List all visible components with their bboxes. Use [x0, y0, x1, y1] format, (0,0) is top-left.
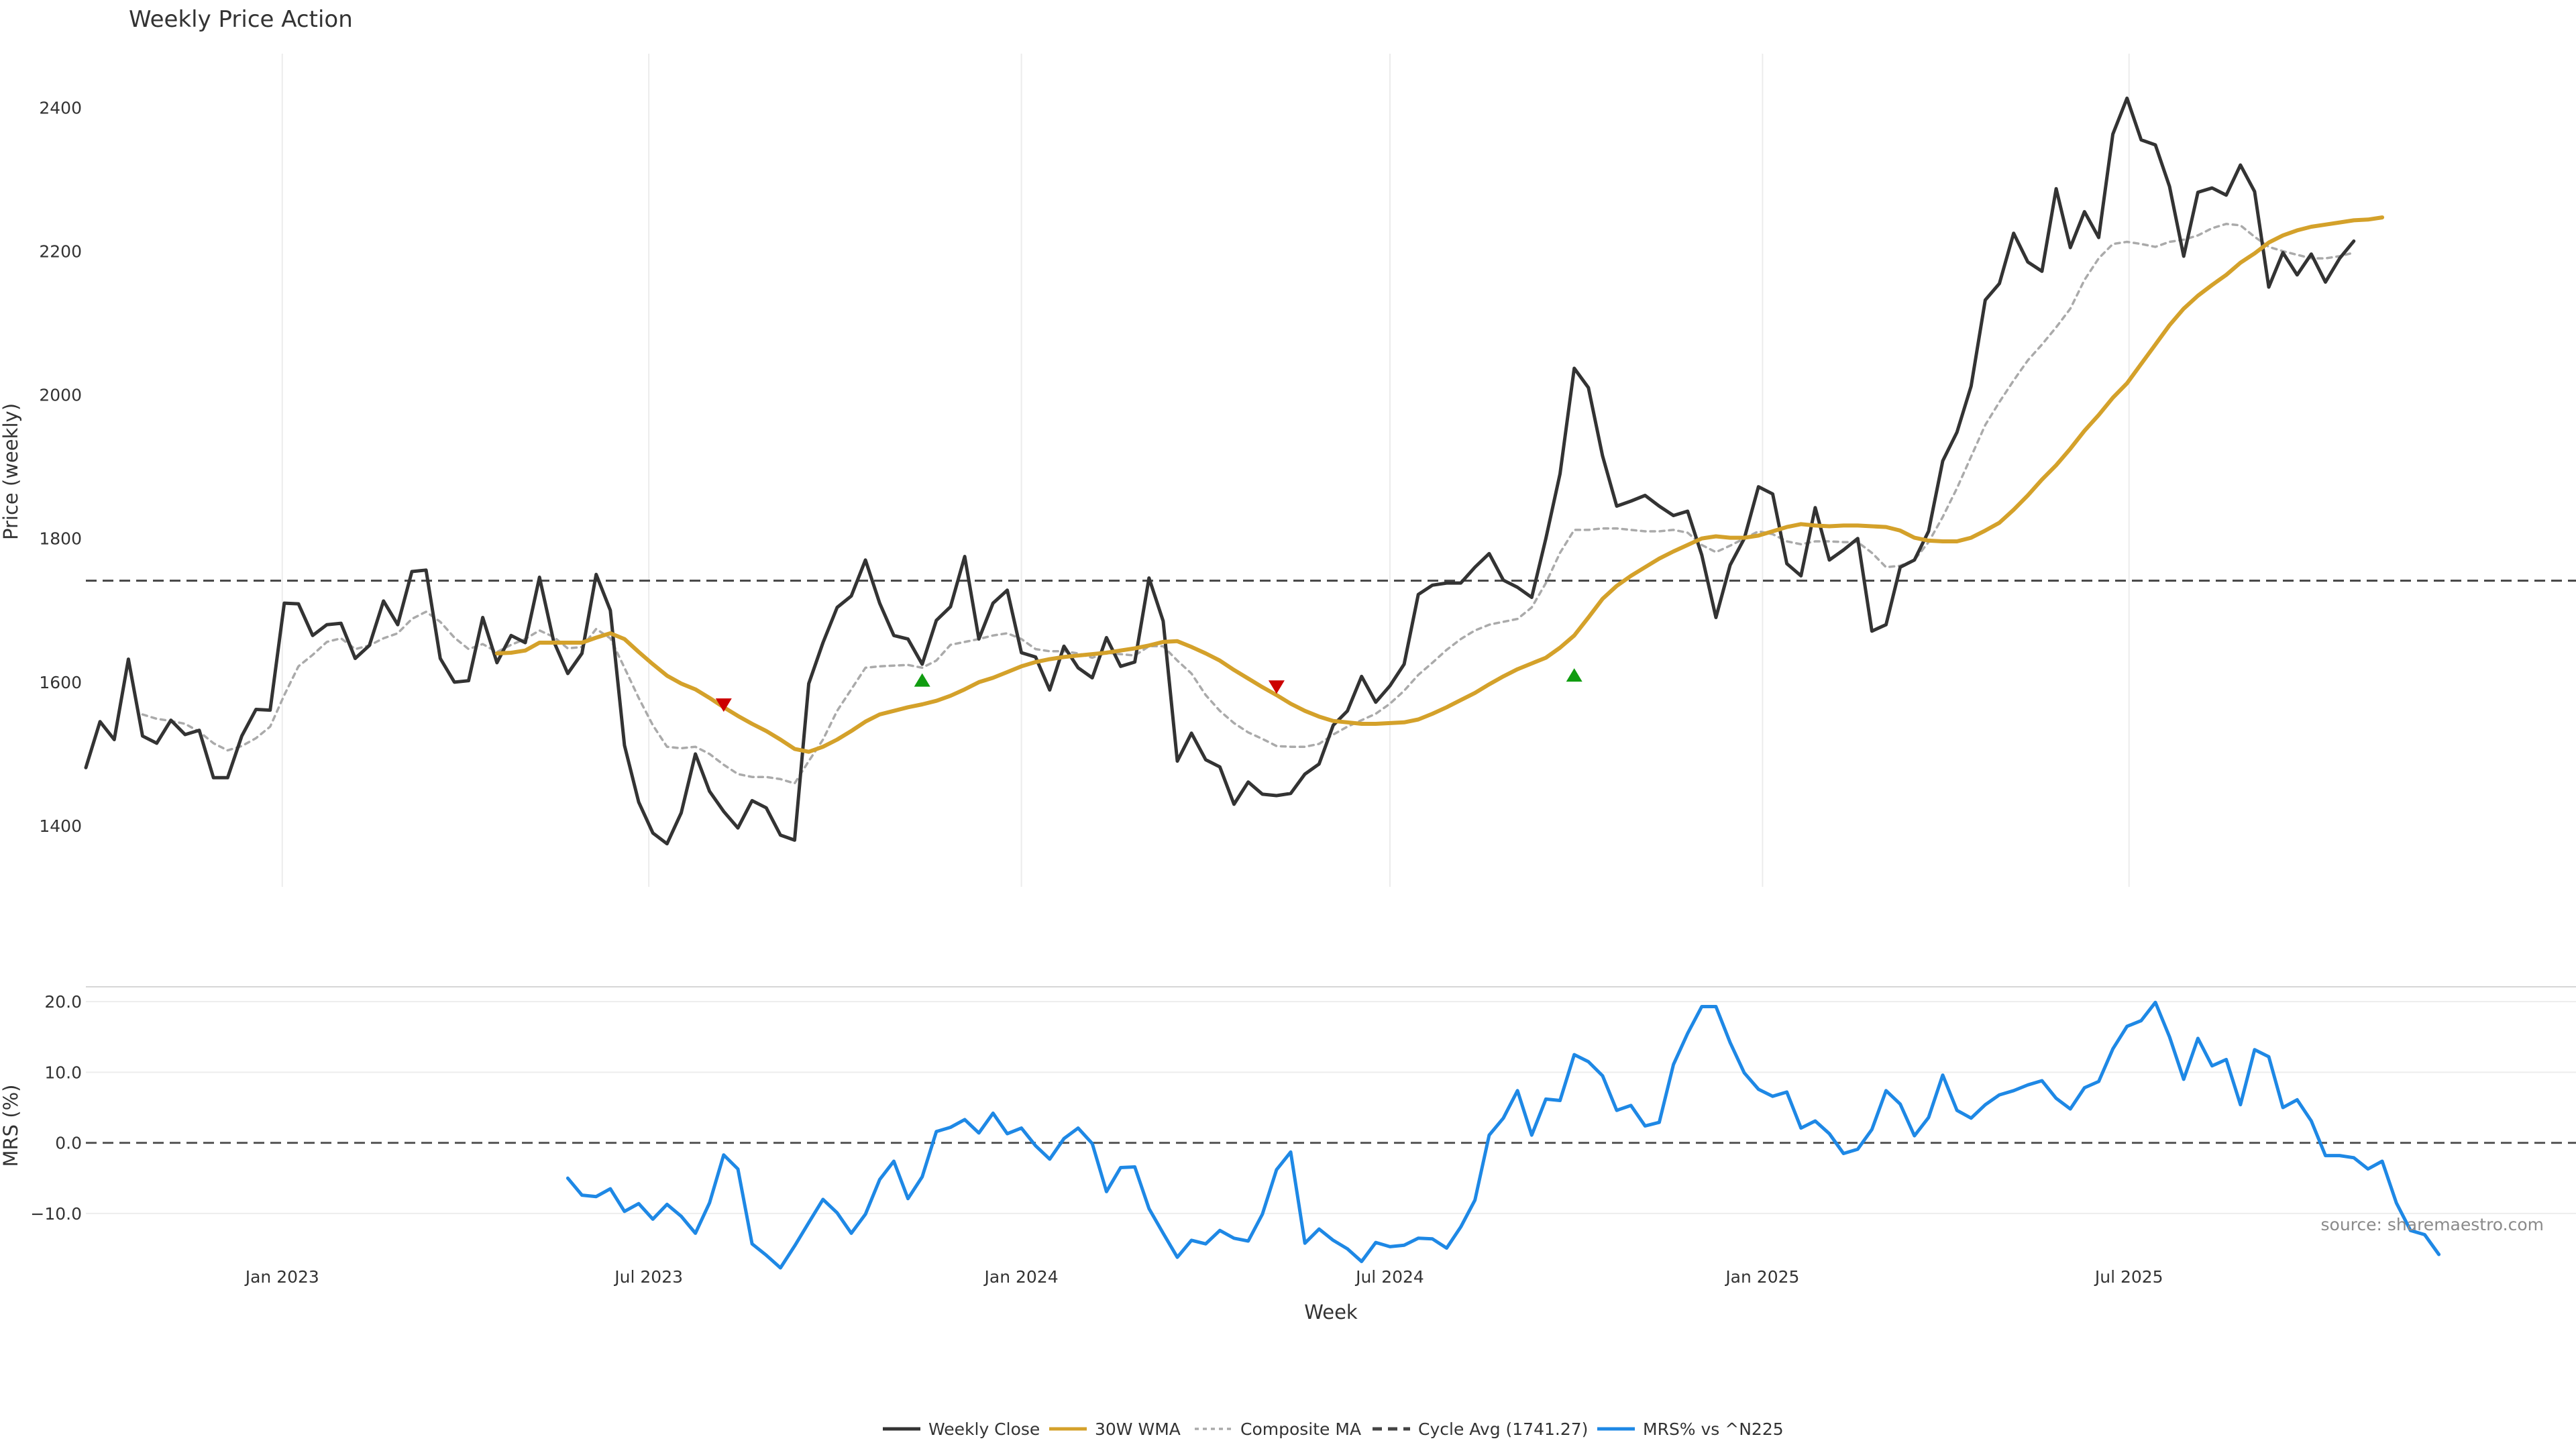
- mrs-y-axis-title: MRS (%): [0, 1085, 22, 1167]
- x-tick-label: Jan 2024: [983, 1267, 1059, 1287]
- price-y-tick-label: 1400: [39, 816, 82, 836]
- price-y-tick-label: 2200: [39, 241, 82, 261]
- legend-label: Weekly Close: [928, 1419, 1040, 1439]
- mrs-y-axis: 20.0 10.0 0.0 −10.0: [30, 992, 82, 1224]
- x-tick-label: Jan 2025: [1724, 1267, 1799, 1287]
- legend-item: Cycle Avg (1741.27): [1373, 1419, 1588, 1439]
- legend-item: 30W WMA: [1049, 1419, 1181, 1439]
- composite-ma-line: [141, 223, 2355, 785]
- price-y-tick-label: 1800: [39, 529, 82, 549]
- mrs-y-tick-label: −10.0: [30, 1204, 82, 1224]
- legend-item: MRS% vs ^N225: [1597, 1419, 1784, 1439]
- x-tick-label: Jul 2023: [613, 1267, 683, 1287]
- mrs-y-tick-label: 10.0: [44, 1063, 82, 1082]
- legend-label: Composite MA: [1240, 1419, 1361, 1439]
- mrs-series-group: [566, 1000, 2441, 1270]
- price-y-tick-label: 2000: [39, 386, 82, 405]
- chart-title: Weekly Price Action: [129, 6, 353, 33]
- price-panel-grid: [281, 54, 2130, 887]
- price-y-axis-title: Price (weekly): [0, 403, 22, 540]
- legend-item: Composite MA: [1195, 1419, 1361, 1439]
- mrs-y-tick-label: 20.0: [44, 992, 82, 1012]
- price-y-axis: 1400 1600 1800 2000 2200 2400: [39, 98, 82, 836]
- x-axis-title: Week: [1304, 1301, 1358, 1324]
- weekly-close-line: [84, 96, 2356, 846]
- x-axis: Jan 2023 Jul 2023 Jan 2024 Jul 2024 Jan 2025…: [244, 1267, 2163, 1287]
- sell-signal-marker: [715, 698, 732, 712]
- x-tick-label: Jul 2024: [1354, 1267, 1424, 1287]
- price-series-group: [84, 96, 2385, 846]
- x-tick-label: Jul 2025: [2094, 1267, 2163, 1287]
- buy-signal-marker: [1566, 668, 1582, 682]
- legend-item: Weekly Close: [883, 1419, 1040, 1439]
- source-note: source: sharemaestro.com: [2321, 1215, 2544, 1234]
- x-tick-label: Jan 2023: [244, 1267, 319, 1287]
- mrs-line: [566, 1000, 2441, 1270]
- wma-30w-line: [494, 215, 2385, 754]
- legend-label: Cycle Avg (1741.27): [1418, 1419, 1588, 1439]
- buy-signal-marker: [914, 673, 930, 687]
- legend-label: 30W WMA: [1095, 1419, 1181, 1439]
- legend-label: MRS% vs ^N225: [1643, 1419, 1784, 1439]
- mrs-panel-grid: [86, 1001, 2576, 1214]
- trade-signal-group: [715, 668, 1582, 712]
- legend: Weekly Close 30W WMA Composite MA Cycle Avg…: [883, 1419, 1784, 1439]
- price-y-tick-label: 1600: [39, 673, 82, 692]
- mrs-y-tick-label: 0.0: [55, 1134, 82, 1153]
- sell-signal-marker: [1268, 680, 1285, 694]
- price-y-tick-label: 2400: [39, 98, 82, 117]
